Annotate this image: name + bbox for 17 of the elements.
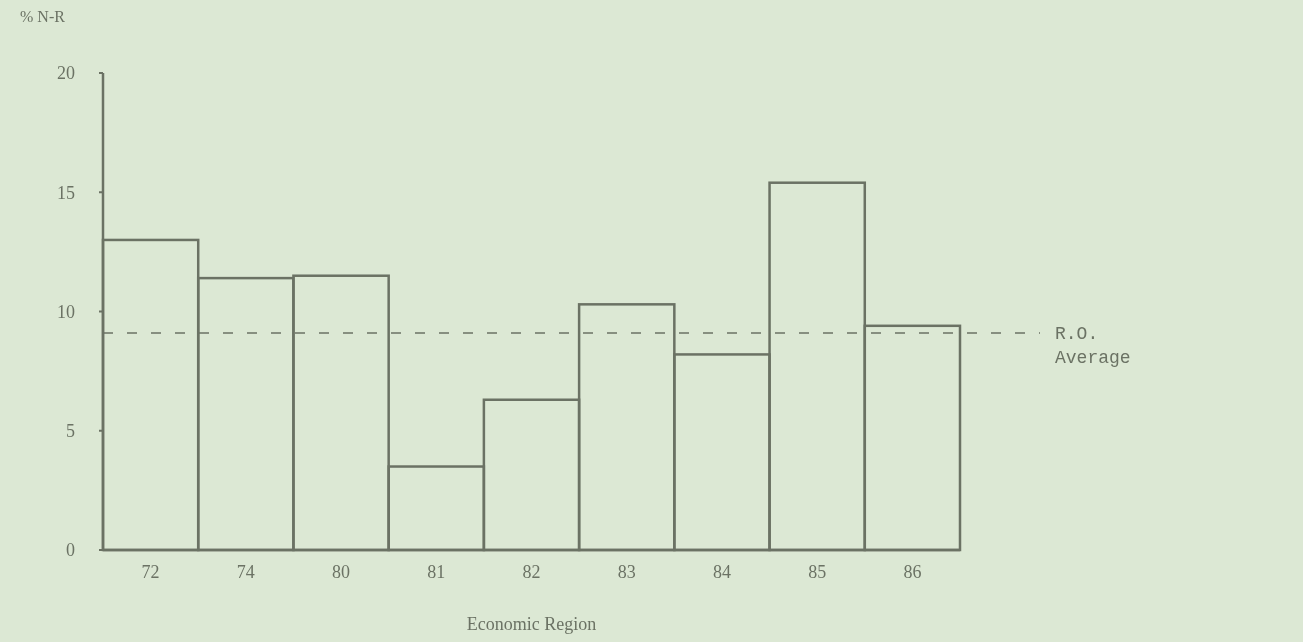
x-tick-label: 74 [236, 562, 255, 582]
y-tick-label: 20 [57, 63, 75, 84]
x-tick-label: 72 [141, 562, 160, 582]
y-tick-label: 15 [57, 182, 75, 203]
y-tick-label: 10 [57, 301, 75, 322]
y-tick-label: 5 [66, 421, 75, 442]
x-tick-label: 83 [617, 562, 636, 582]
x-tick-label: 84 [712, 562, 731, 582]
x-axis-title: Economic Region [466, 614, 597, 634]
x-tick-label: 86 [903, 562, 922, 582]
ref-line-label: R.O. Average [1055, 324, 1131, 368]
x-tick-label: 82 [522, 562, 541, 582]
x-tick-label: 85 [808, 562, 827, 582]
x-tick-label: 80 [332, 562, 351, 582]
x-tick-label: 81 [427, 562, 446, 582]
y-tick-label: 0 [66, 540, 75, 561]
y-axis-title: % N-R [20, 8, 66, 25]
